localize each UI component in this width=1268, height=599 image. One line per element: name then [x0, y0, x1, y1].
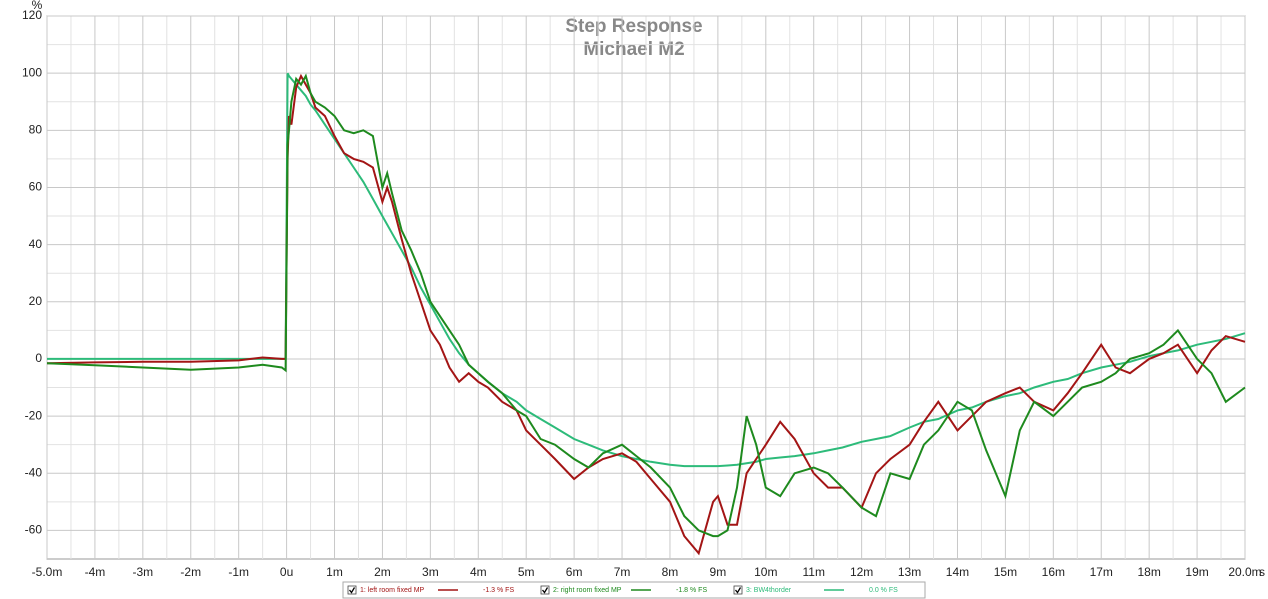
x-tick-label: 18m — [1137, 565, 1160, 579]
x-tick-label: 2m — [374, 565, 391, 579]
x-tick-label: 20.0m — [1228, 565, 1261, 579]
series-line — [47, 72, 1246, 468]
y-tick-label: -20 — [25, 408, 43, 422]
x-tick-label: 16m — [1042, 565, 1065, 579]
x-tick-label: 6m — [566, 565, 583, 579]
x-tick-label: 19m — [1185, 565, 1208, 579]
x-tick-label: -2m — [180, 565, 201, 579]
x-axis-label: s — [1259, 565, 1265, 579]
legend-label: 2: right room fixed MP — [553, 587, 622, 594]
x-tick-label: 8m — [662, 565, 679, 579]
legend-checkbox — [540, 585, 550, 595]
series-line — [46, 73, 1246, 538]
x-tick-label: 9m — [710, 565, 727, 579]
x-tick-label: 3m — [422, 565, 439, 579]
legend-checkbox — [733, 585, 743, 595]
y-tick-label: 120 — [22, 8, 42, 22]
legend-value: 0.0 % FS — [869, 587, 898, 594]
y-tick-label: -40 — [25, 465, 43, 479]
x-tick-label: 5m — [518, 565, 535, 579]
x-tick-label: -4m — [85, 565, 106, 579]
y-tick-label: 80 — [29, 122, 43, 136]
legend-checkbox — [347, 585, 357, 595]
y-tick-label: -60 — [25, 523, 43, 537]
legend-value: -1.8 % FS — [676, 587, 707, 594]
x-tick-label: 1m — [326, 565, 343, 579]
x-tick-label: -1m — [228, 565, 249, 579]
y-tick-label: 60 — [29, 180, 43, 194]
x-tick-label: 10m — [754, 565, 777, 579]
x-tick-label: 17m — [1090, 565, 1113, 579]
legend-label: 1: left room fixed MP — [360, 587, 425, 594]
y-axis-label: % — [32, 0, 43, 12]
legend-value: -1.3 % FS — [483, 587, 514, 594]
chart-title: Step Response — [565, 16, 702, 37]
y-tick-label: 20 — [29, 294, 43, 308]
x-tick-label: -5.0m — [32, 565, 63, 579]
y-tick-label: 40 — [29, 237, 43, 251]
x-tick-label: 14m — [946, 565, 969, 579]
x-tick-label: 11m — [802, 565, 824, 579]
x-tick-label: 0u — [280, 565, 293, 579]
x-tick-label: -3m — [133, 565, 154, 579]
x-tick-label: 4m — [470, 565, 487, 579]
x-tick-label: 15m — [994, 565, 1017, 579]
legend-check — [734, 587, 742, 594]
x-tick-label: 12m — [850, 565, 873, 579]
legend-check — [541, 587, 549, 594]
legend-label: 3: BW4thorder — [746, 587, 792, 594]
x-tick-label: 13m — [898, 565, 921, 579]
y-tick-label: 0 — [35, 351, 42, 365]
y-tick-label: 100 — [22, 65, 42, 79]
x-tick-label: 7m — [614, 565, 631, 579]
legend-check — [348, 587, 356, 594]
